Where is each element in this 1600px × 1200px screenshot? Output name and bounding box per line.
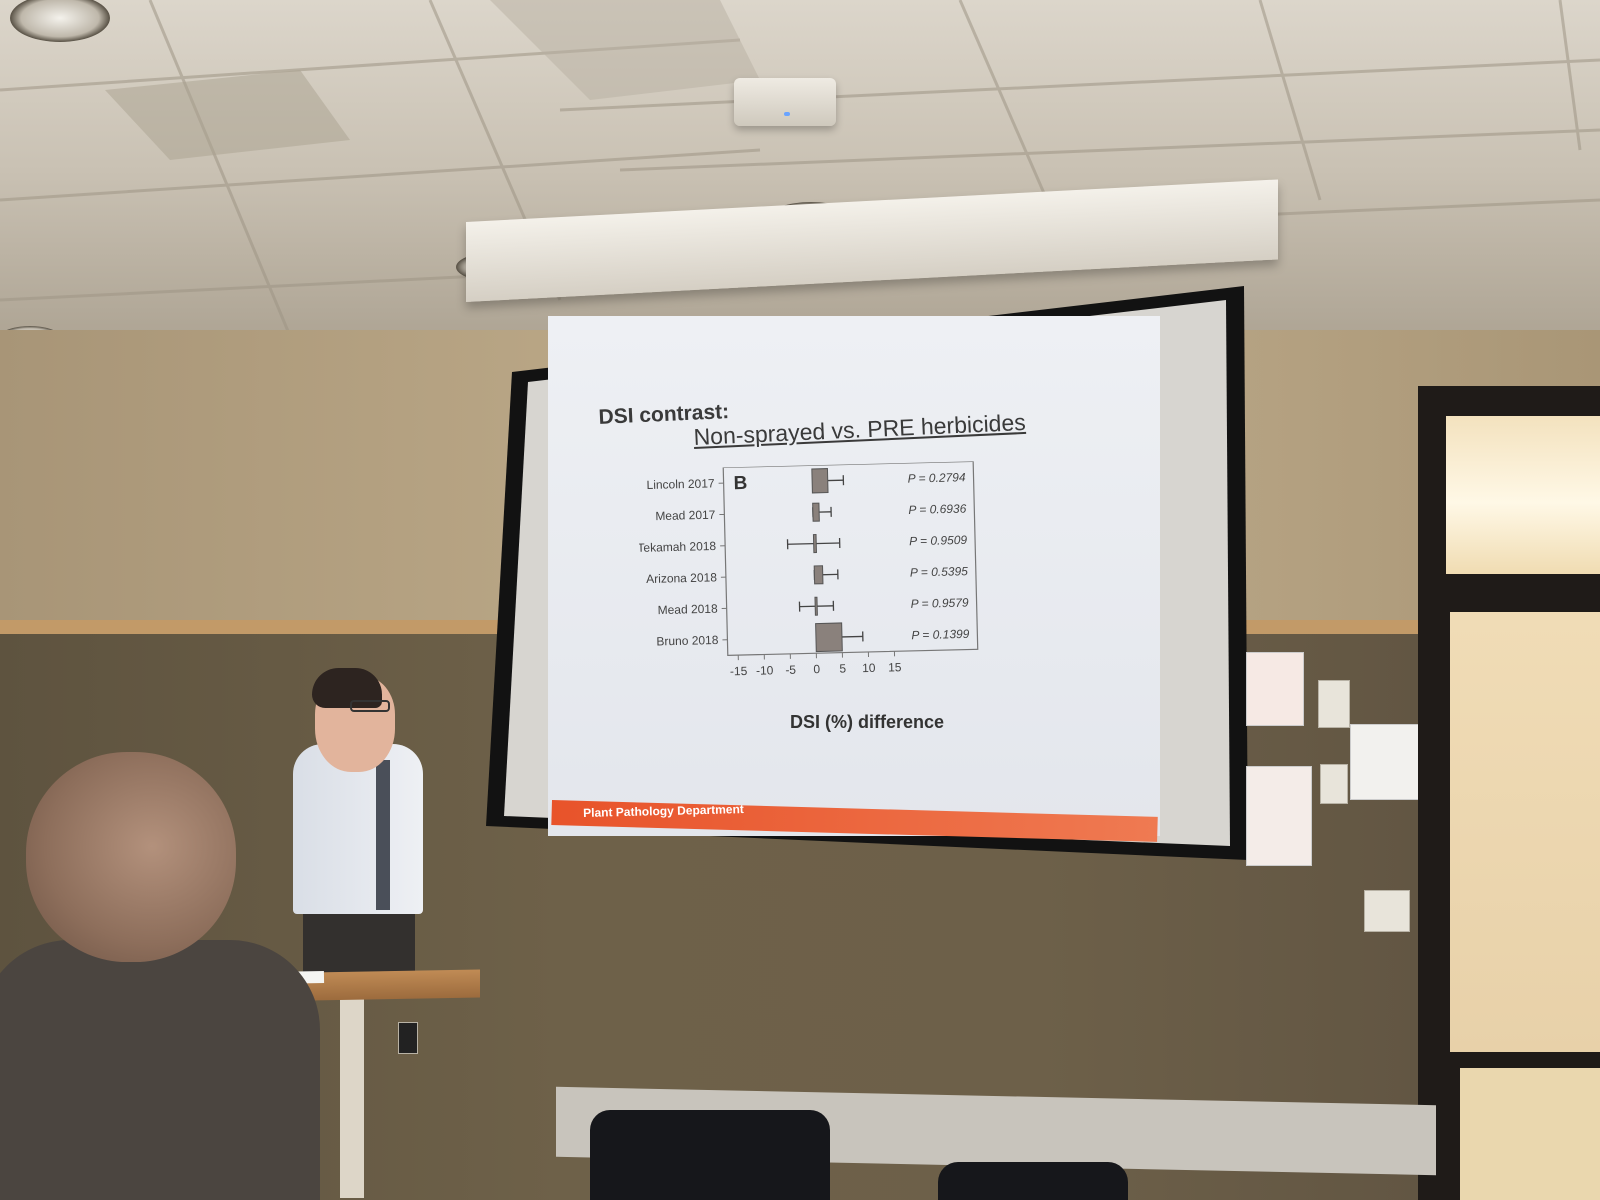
door-window-upper <box>1446 416 1600 574</box>
chair <box>938 1162 1128 1200</box>
slide <box>548 316 1160 836</box>
door-window-bottom <box>1460 1068 1600 1200</box>
chair <box>590 1110 830 1200</box>
p-value-label: P = 0.2794 <box>907 470 966 485</box>
ceiling-light <box>10 0 110 42</box>
p-value-label: P = 0.5395 <box>910 564 969 579</box>
wall-poster <box>1246 652 1304 726</box>
estimate-box <box>814 596 818 616</box>
plot-frame <box>722 460 979 657</box>
presenter-tie <box>376 760 390 910</box>
forest-plot: B -15 -10 -5 0 5 10 15 Lincoln 2017 P = 0.2794 Mea… <box>637 460 979 678</box>
y-tick-label: Bruno 2018 <box>656 633 719 649</box>
panel-label: B <box>733 473 747 494</box>
p-value-label: P = 0.1399 <box>911 627 970 642</box>
wall-poster <box>1350 724 1422 800</box>
x-tick-label: -10 <box>756 663 774 677</box>
audience-member-body <box>0 940 320 1200</box>
estimate-box <box>811 468 829 494</box>
p-value-label: P = 0.9579 <box>911 595 970 610</box>
ceiling-tile-grid <box>0 0 1600 361</box>
estimate-box <box>812 534 817 554</box>
emergency-procedures-poster <box>1246 766 1312 866</box>
x-tick-label: 10 <box>862 661 876 675</box>
x-tick-label: 15 <box>888 660 902 674</box>
y-tick-label: Arizona 2018 <box>646 570 717 586</box>
projector-indicator <box>784 112 790 116</box>
thermostat <box>1318 680 1350 728</box>
projector <box>734 78 836 126</box>
x-tick-label: 0 <box>813 662 820 676</box>
x-tick-label: -15 <box>730 664 748 678</box>
y-tick-label: Lincoln 2017 <box>646 476 715 492</box>
x-tick-label: 5 <box>839 662 846 676</box>
y-tick-label: Mead 2018 <box>657 602 718 617</box>
p-value-label: P = 0.6936 <box>908 502 967 517</box>
y-tick-label: Tekamah 2018 <box>637 539 716 555</box>
p-value-label: P = 0.9509 <box>909 533 968 548</box>
x-tick-label: -5 <box>785 663 796 677</box>
audience-member-head <box>26 752 236 962</box>
power-outlet <box>398 1022 418 1054</box>
light-switch <box>1364 890 1410 932</box>
wall-control <box>1320 764 1348 804</box>
presenter-shirt <box>293 744 423 914</box>
door-window-lower <box>1450 612 1600 1052</box>
estimate-box <box>813 565 824 585</box>
estimate-box <box>812 502 820 522</box>
lectern-leg <box>340 998 364 1198</box>
estimate-box <box>815 622 843 653</box>
y-tick-label: Mead 2017 <box>655 508 716 523</box>
presenter-glasses <box>350 700 390 712</box>
x-axis-label: DSI (%) difference <box>790 712 945 732</box>
